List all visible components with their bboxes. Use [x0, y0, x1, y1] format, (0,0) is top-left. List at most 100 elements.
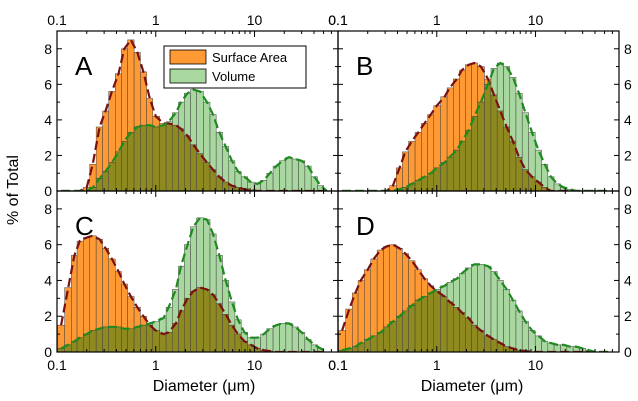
panel-C-overlap-bar	[159, 333, 167, 352]
panel-A-overlap-bar	[133, 126, 141, 191]
panel-B-fits	[342, 61, 608, 191]
panel-B-overlap-bar	[453, 149, 460, 191]
panel-B-overlap-bar	[490, 94, 498, 191]
panel-B-surface-area-bar	[421, 123, 428, 178]
panel-C-volume-bar	[266, 328, 274, 352]
panel-D-y-tick-label: 2	[624, 308, 632, 324]
panel-B-y-tick-label: 8	[624, 41, 632, 57]
panel-D-surface-area-bar	[408, 260, 416, 306]
panel-A-overlap-bar	[121, 140, 128, 191]
legend-label-volume: Volume	[212, 69, 255, 84]
panel-A-overlap-bar	[159, 124, 167, 191]
panel-C-surface-area-bar	[89, 235, 97, 331]
panel-D-overlap-bar	[433, 290, 441, 352]
panel-B-overlap-bar	[446, 156, 454, 191]
tick-labels-layer: 0 2 4 6 8 0.1 1 10 A 0 2 4 6 8 0.1 1 10 B 0 2 4 6 8 0.1 1 10 C 0 2 4 6…	[44, 12, 632, 373]
panel-B-overlap-bar	[528, 176, 536, 191]
panel-D-overlap-bar	[383, 326, 390, 352]
panel-D-overlap-bar	[376, 332, 384, 352]
panel-C-surface-area-bar	[102, 247, 109, 328]
panel-D-volume-bar	[521, 321, 529, 352]
panel-D-y-tick-label: 6	[624, 237, 632, 253]
panel-C-volume-bar	[203, 219, 211, 290]
panel-D-surface-area-bar	[396, 247, 403, 317]
panel-D-overlap-bar	[440, 296, 448, 352]
panel-C-overlap-bar	[133, 326, 141, 352]
panel-C-overlap-bar	[108, 326, 116, 352]
panel-D-volume-bar	[477, 264, 485, 331]
panel-D-volume-bar	[496, 280, 504, 344]
panel-D-surface-area-bar	[376, 249, 384, 333]
panel-C-overlap-bar	[127, 328, 135, 352]
panel-D-volume-bar	[484, 265, 492, 337]
panel-C-overlap-bar	[146, 324, 154, 352]
panel-A-y-tick-label: 4	[44, 112, 52, 128]
panel-D-y-tick-label: 4	[624, 272, 632, 288]
panel-A-volume-bar	[291, 158, 299, 191]
panel-D-overlap-bar	[471, 324, 478, 352]
panel-B-y-tick-label: 6	[624, 76, 632, 92]
panel-A-overlap-bar	[209, 169, 217, 191]
panel-C-overlap-bar	[102, 326, 109, 352]
panel-A-overlap-bar	[190, 144, 197, 191]
panel-B-surface-area-bar	[471, 62, 478, 117]
panel-D-surface-area-bar	[383, 246, 390, 328]
panel-D-surface-area-bar	[357, 280, 365, 344]
panel-C-volume-bar	[260, 333, 268, 351]
panel-A-volume-fit-line	[61, 88, 328, 191]
panel-B-surface-area-fit-line	[342, 61, 608, 191]
panel-C-surface-area-bar	[121, 283, 128, 329]
panel-D-surface-area-bar	[363, 269, 371, 340]
panel-C-overlap-bar	[121, 328, 128, 352]
panel-A-volume-bar	[285, 156, 293, 191]
panel-C-y-tick-label: 2	[44, 308, 52, 324]
panel-D-overlap-bar	[396, 315, 403, 352]
panel-C-volume-bar	[279, 323, 287, 352]
panel-D-surface-area-bar	[370, 258, 378, 337]
panel-A-volume-bar	[196, 91, 204, 154]
panel-A-volume-bar	[272, 165, 280, 191]
panel-D-volume-bar	[509, 299, 517, 349]
panel-A-overlap-bar	[127, 132, 135, 191]
panel-A-volume-bar	[279, 160, 287, 191]
panel-D-surface-area-bar	[338, 330, 346, 351]
panel-C-overlap-bar	[203, 289, 211, 352]
panel-C-overlap-bar	[196, 287, 204, 352]
panel-letter-B: B	[356, 51, 373, 81]
panel-C-overlap-bar	[190, 290, 197, 352]
panel-A-surface-area-bar	[102, 110, 109, 172]
panel-C-overlap-bar	[115, 326, 122, 352]
panel-C-surface-area-bar	[95, 239, 103, 329]
panel-B-overlap-bar	[477, 101, 485, 191]
panel-B-surface-area-bar	[465, 64, 472, 131]
panel-B-surface-area-bar	[414, 132, 422, 181]
panel-C-fits	[60, 216, 328, 352]
panel-B-overlap-bar	[503, 126, 511, 191]
panel-C-volume-bar	[196, 217, 204, 288]
panel-A-surface-area-bar	[108, 91, 116, 163]
panel-C-overlap-bar	[89, 330, 97, 352]
panel-D-volume-fit-line	[341, 263, 608, 352]
panel-B-surface-area-bar	[427, 114, 435, 174]
x-axis-label-right: Diameter (μm)	[421, 378, 524, 395]
panel-C-surface-area-bar	[108, 258, 116, 328]
panel-C-x-tick-label-bottom: 0.1	[47, 357, 67, 373]
panel-A-overlap-bar	[184, 135, 191, 191]
panel-B-overlap-bar	[427, 172, 435, 191]
panel-D-x-tick-label-bottom: 10	[528, 357, 544, 373]
panel-B-volume-bar	[528, 132, 536, 178]
panel-C-surface-area-bar	[127, 296, 135, 329]
panel-B-overlap-bar	[496, 110, 504, 191]
panel-A-overlap-bar	[222, 181, 230, 191]
panel-C-y-tick-label: 4	[44, 272, 52, 288]
panel-D-surface-area-bar	[389, 244, 397, 322]
panel-D-volume-bar	[471, 264, 478, 326]
panel-B-surface-area-bar	[408, 140, 416, 185]
panel-B-volume-fit-line	[342, 61, 608, 191]
panel-C-volume-bar	[285, 323, 293, 352]
panel-A-volume-bar	[228, 160, 236, 186]
panel-C-volume-bar	[291, 326, 299, 352]
panel-D-y-tick-label: 0	[624, 344, 632, 360]
panel-A-overlap-bar	[140, 124, 147, 191]
panel-B-x-tick-label-top: 10	[528, 12, 544, 28]
